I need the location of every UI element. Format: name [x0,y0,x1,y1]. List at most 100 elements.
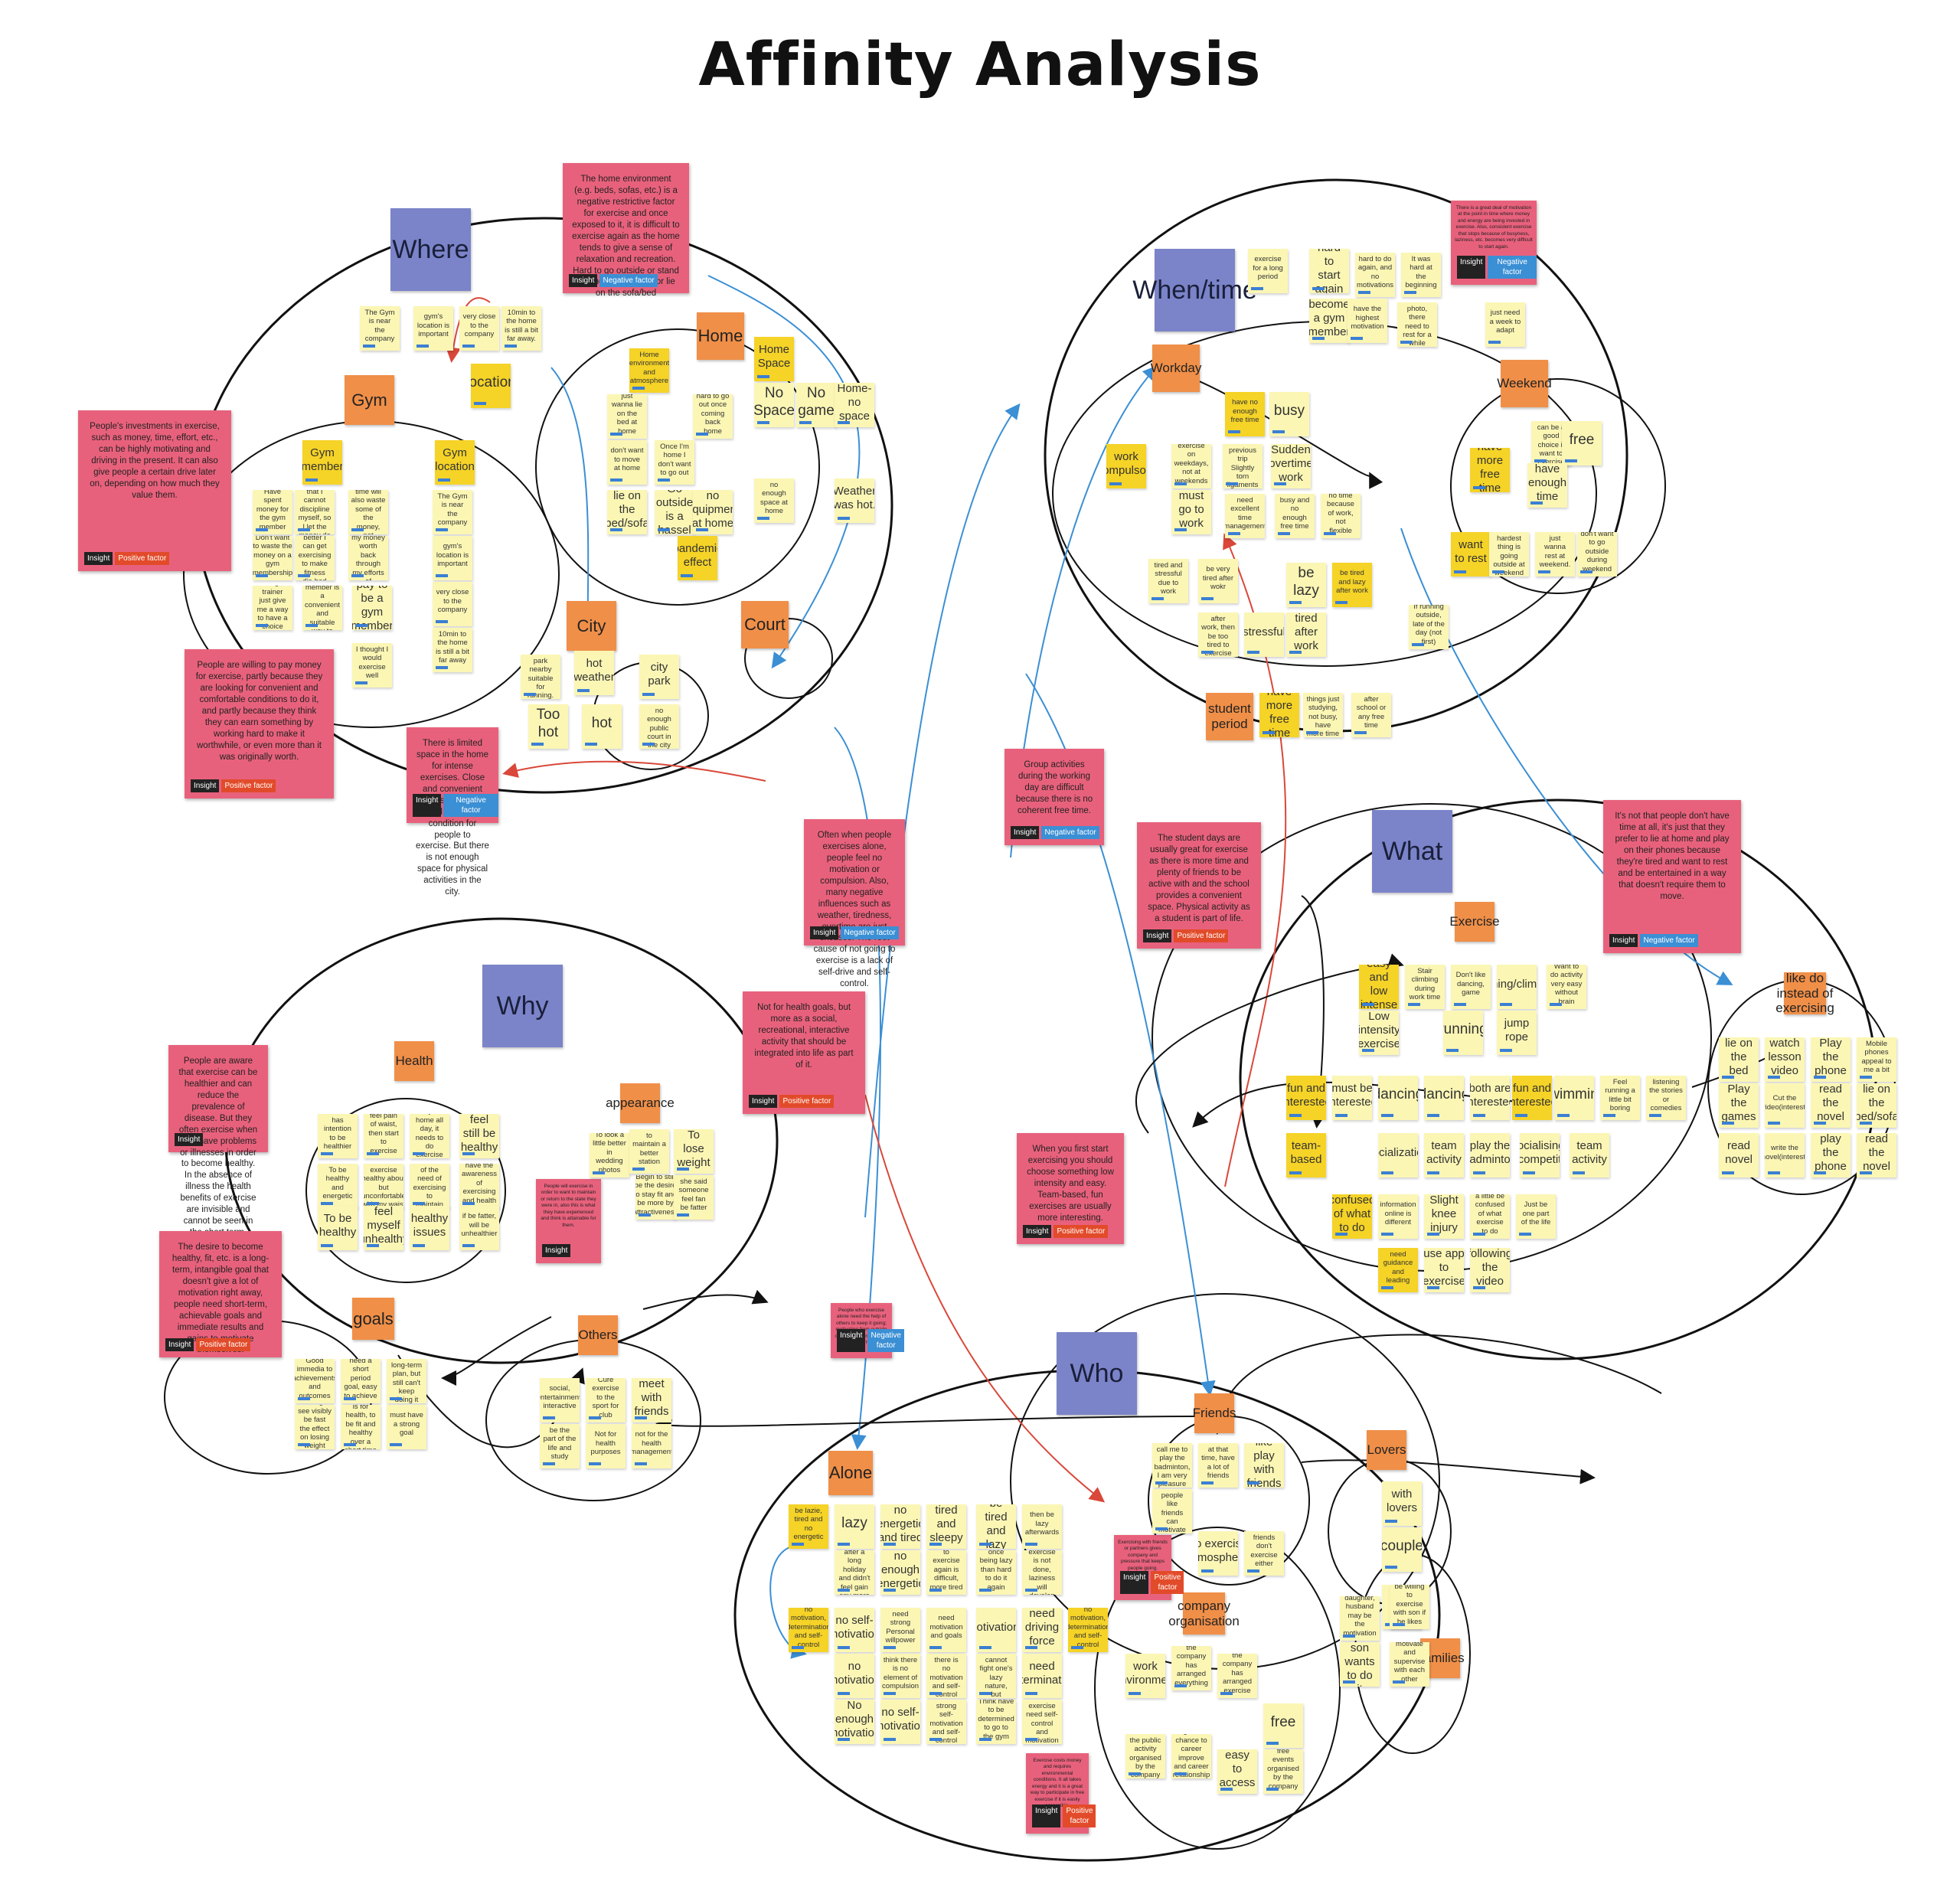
when-note[interactable]: tired after work [1286,612,1326,657]
who-note[interactable]: will attend the public activity organise… [1125,1734,1165,1778]
what-note[interactable]: write the novel(interest) [1765,1133,1805,1177]
why-note[interactable]: be the part of the life and study [540,1424,580,1468]
what-note[interactable]: following the video [1470,1248,1510,1292]
who-note[interactable]: no exercise atmosphere [1198,1531,1238,1576]
who-note[interactable]: no energetic and tired [880,1504,920,1549]
subheader-court[interactable]: Court [741,601,789,648]
what-note[interactable]: socialising, competit [1520,1133,1560,1177]
when-note[interactable]: Sudden overtime work [1271,444,1311,488]
when-note[interactable]: have enough time [1527,463,1567,508]
what-note[interactable]: lie on the bed/sofa [1857,1083,1896,1128]
why-note[interactable]: feel still be healthy [459,1114,499,1158]
why-note[interactable]: To be healthy [318,1206,358,1250]
when-note[interactable]: stressful [1244,612,1284,657]
when-note[interactable]: exercise on weekdays, not at weekends [1171,444,1211,488]
where-note[interactable]: 10min to the home is still a bit far awa… [501,306,541,351]
why-note[interactable]: has intention to be healthier [318,1114,358,1158]
insight-card[interactable]: The desire to become healthy, fit, etc. … [159,1231,282,1357]
what-note[interactable]: dancing [1378,1076,1418,1120]
what-note[interactable]: swimming [1554,1076,1594,1120]
what-note[interactable]: fun and interested [1286,1076,1326,1120]
when-note[interactable]: hard to do again, and no motivations [1355,253,1395,297]
what-note[interactable]: lie on the bed [1719,1037,1759,1082]
subheader-appearance[interactable]: appearance [606,1083,675,1123]
header-who[interactable]: Who [1057,1332,1137,1415]
where-note[interactable]: there is a park nearby suitable for runn… [521,655,560,699]
who-note[interactable]: easy to access [1217,1749,1257,1794]
who-note[interactable]: no self-motivation [880,1700,920,1744]
when-note[interactable]: have no enough free time [1225,392,1265,436]
where-note[interactable]: city park [639,655,679,699]
where-note[interactable]: Once I'm home I don't want to go out [655,440,694,485]
header-what[interactable]: What [1372,810,1452,893]
insight-card[interactable]: People are willing to pay money for exer… [185,649,334,799]
where-note[interactable]: Gym member [302,440,342,485]
where-note[interactable]: Using a trainer just give me a way to ha… [253,586,292,630]
who-note[interactable]: to exercise again is difficult, more tir… [926,1550,966,1595]
when-note[interactable]: no time because of work, not flexible [1321,494,1361,538]
when-note[interactable]: be very tired after wokr [1198,559,1238,603]
where-note[interactable]: Home Space [754,337,794,381]
what-note[interactable]: play the badminton [1470,1133,1510,1177]
who-note[interactable]: motivate and supervise with each other [1390,1642,1429,1687]
why-note[interactable]: Not for health purposes [586,1424,626,1468]
subheader-company[interactable]: company organisation [1168,1592,1240,1635]
when-note[interactable]: be lazy [1286,563,1326,607]
who-note[interactable]: no self-motivation [835,1608,874,1652]
where-note[interactable]: Gym location [435,440,475,485]
when-note[interactable]: just wanna rest at weekend. [1535,532,1575,576]
where-note[interactable]: No Space [754,383,794,427]
where-note[interactable]: 10min to the home is still a bit far awa… [433,628,472,672]
where-note[interactable]: Weather was hot. [835,478,874,523]
when-note[interactable]: need excellent time management [1225,494,1265,538]
why-note[interactable]: need a short period goal, easy to achiev… [341,1359,381,1403]
who-note[interactable]: good chance to career improve and career… [1171,1734,1211,1778]
when-note[interactable]: have more free time [1259,693,1299,737]
where-note[interactable]: lie on the bed/sofa [607,490,647,534]
what-note[interactable]: read novel [1719,1133,1759,1177]
who-note[interactable]: need strong Personal willpower [880,1608,920,1652]
who-note[interactable]: no motivation, determination and self-co… [789,1608,828,1652]
who-note[interactable]: need driving force [1022,1608,1062,1652]
what-note[interactable]: information online is different [1378,1194,1418,1239]
why-note[interactable]: Used to exercise healthy about but uncon… [364,1164,403,1208]
what-note[interactable]: socialization [1378,1133,1418,1177]
when-note[interactable]: want to rest [1451,532,1491,576]
what-note[interactable]: use app to exercise [1424,1248,1464,1292]
who-note[interactable]: no motivation, determination and self-co… [1068,1608,1108,1652]
where-note[interactable]: Feeling certain that I cannot discipline… [295,490,335,534]
insight-card[interactable]: There is a great deal of motivation at t… [1451,201,1537,285]
why-note[interactable]: feel myself unhealthy [364,1206,403,1250]
subheader-lovers[interactable]: Lovers [1367,1430,1406,1470]
header-where[interactable]: Where [390,208,471,291]
who-note[interactable]: be willing to exercise with son if he li… [1390,1585,1429,1629]
why-note[interactable]: Begin to still be the desire to stay fit… [635,1175,675,1220]
subheader-student[interactable]: student period [1206,693,1253,740]
where-note[interactable]: I thought I would exercise well [352,643,392,688]
insight-card[interactable]: Exercise costs money and requires enviro… [1026,1753,1096,1834]
what-note[interactable]: Play the phone [1811,1037,1851,1082]
what-note[interactable]: jump rope [1497,1011,1537,1055]
when-note[interactable]: must go to work [1171,490,1211,534]
who-note[interactable]: Think have to be determined to go to the… [976,1700,1016,1744]
what-note[interactable]: Stair climbing during work time [1405,965,1445,1009]
what-note[interactable]: running [1443,1011,1483,1055]
what-note[interactable]: confused of what to do [1332,1194,1372,1239]
what-note[interactable]: read the novel [1811,1083,1851,1128]
what-note[interactable]: Play the games [1719,1083,1759,1128]
what-note[interactable]: Slight knee injury [1424,1194,1464,1239]
insight-card[interactable]: Group activities during the working day … [1004,749,1104,845]
insight-card[interactable]: People will exercise in order to want to… [536,1179,601,1263]
who-note[interactable]: free [1263,1703,1303,1748]
why-note[interactable]: she said someone feel fan be fatter [674,1175,714,1220]
why-note[interactable]: if be fatter, will be unhealthier [459,1206,499,1250]
why-note[interactable]: Everything is for health, to be fit and … [341,1405,381,1449]
what-note[interactable]: Just be one part of the life [1516,1194,1556,1239]
where-note[interactable]: Don't want to waste the money on a gym m… [253,536,292,580]
what-note[interactable]: watch lesson video [1765,1037,1805,1082]
who-note[interactable]: friends don't exercise either [1244,1531,1284,1576]
what-note[interactable]: play the phone [1811,1133,1851,1177]
insight-card[interactable]: People who exercise alone need the help … [831,1303,904,1358]
what-note[interactable]: Low intensity exercise [1359,1011,1399,1055]
who-note[interactable]: A friend call me to play the badminton, … [1152,1443,1192,1488]
